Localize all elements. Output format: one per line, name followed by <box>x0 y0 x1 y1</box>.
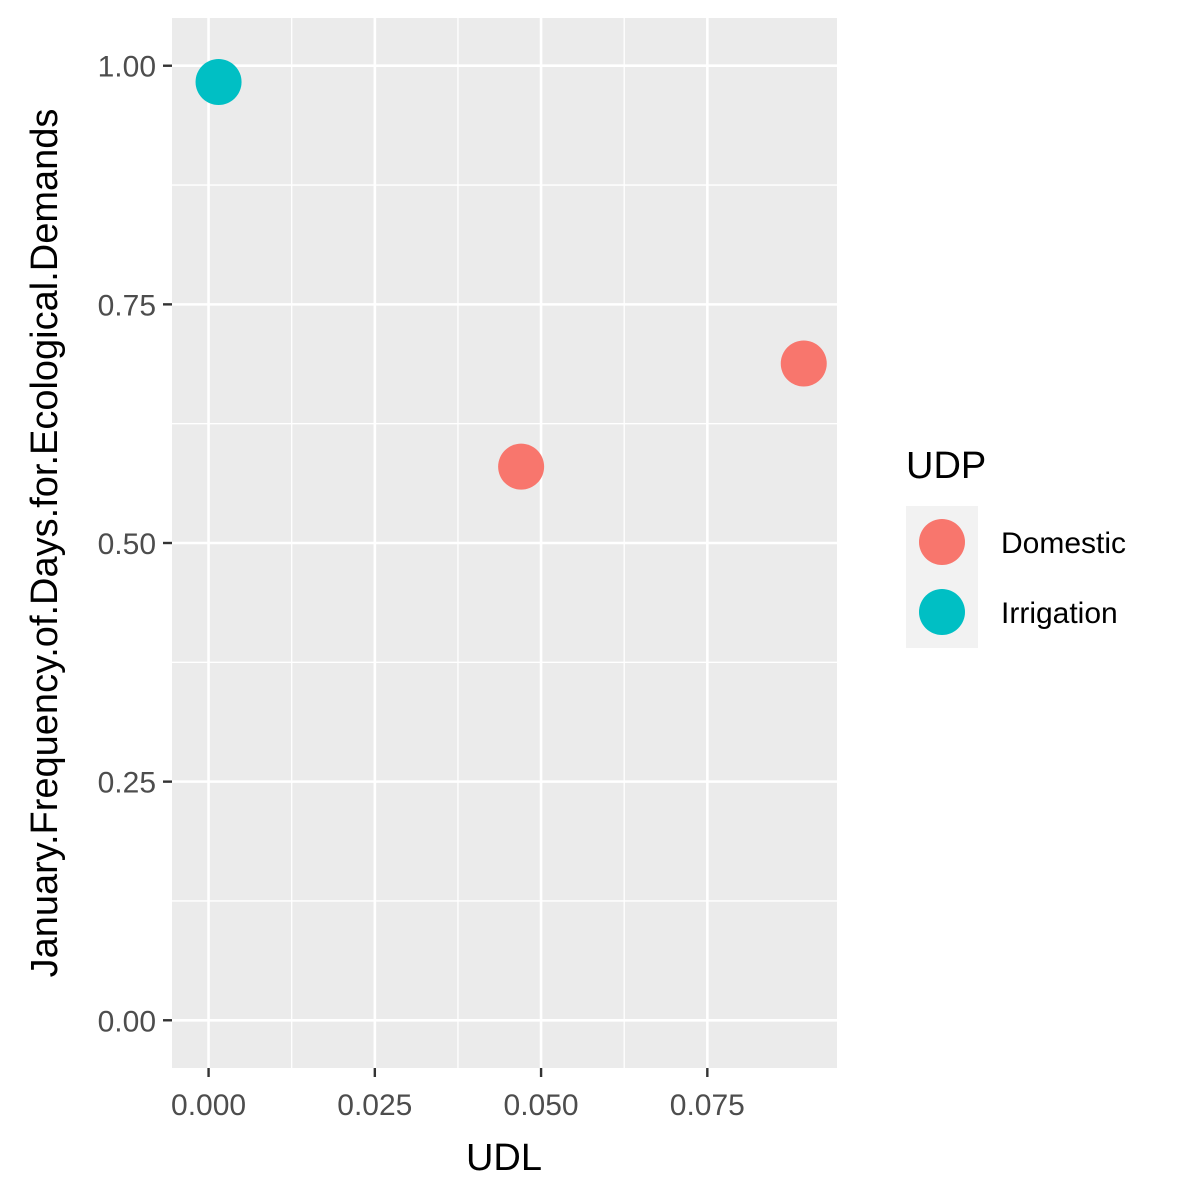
data-point-domestic <box>498 443 545 490</box>
y-tick-label: 0.00 <box>98 1005 156 1038</box>
legend-label-domestic: Domestic <box>1001 527 1126 560</box>
y-axis-title: January.Frequency.of.Days.for.Ecological… <box>24 109 66 978</box>
y-tick-label: 0.50 <box>98 528 156 561</box>
legend-key-irrigation <box>919 589 965 635</box>
grid-major <box>172 18 837 1068</box>
y-tick-label: 0.25 <box>98 767 156 800</box>
data-points <box>195 58 827 490</box>
data-point-irrigation <box>195 58 242 105</box>
x-tick-label: 0.000 <box>171 1089 246 1122</box>
legend: UDP Domestic Irrigation <box>906 445 1126 648</box>
tick-labels: 0.000 0.025 0.050 0.075 0.00 0.25 0.50 0.75 1.00 <box>98 51 745 1122</box>
y-tick-label: 1.00 <box>98 51 156 84</box>
x-tick-label: 0.025 <box>337 1089 412 1122</box>
x-tick-label: 0.050 <box>504 1089 579 1122</box>
x-axis-title: UDL <box>466 1137 542 1179</box>
legend-key-domestic <box>919 519 965 565</box>
legend-label-irrigation: Irrigation <box>1001 597 1118 630</box>
x-tick-label: 0.075 <box>670 1089 745 1122</box>
data-point-domestic <box>780 340 827 387</box>
legend-items: Domestic Irrigation <box>919 519 1126 635</box>
y-tick-label: 0.75 <box>98 289 156 322</box>
axis-ticks <box>163 64 709 1077</box>
legend-title: UDP <box>906 445 986 487</box>
